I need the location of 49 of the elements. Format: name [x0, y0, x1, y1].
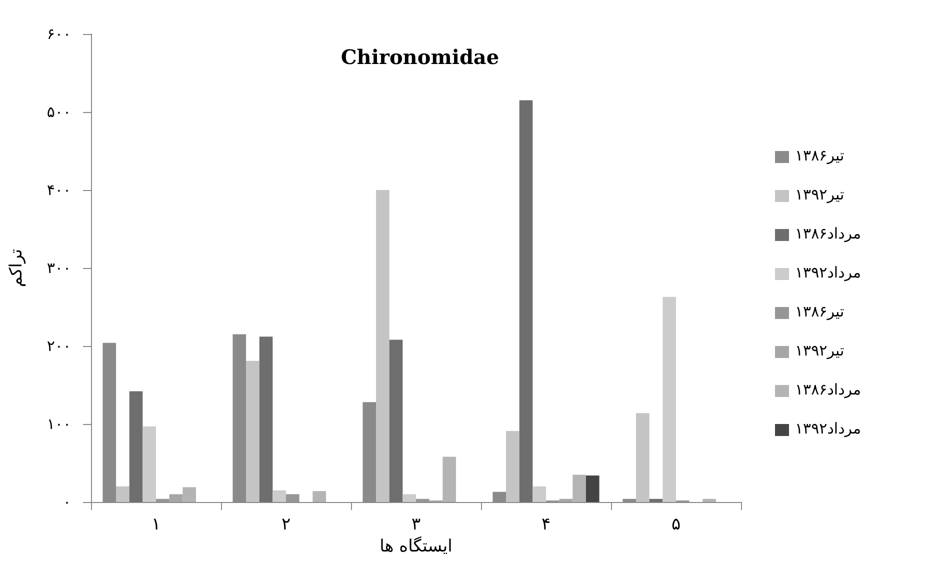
bar [532, 486, 546, 502]
legend-label: تیر۱۳۹۲ [795, 186, 844, 204]
bar [142, 426, 156, 502]
legend-label: مرداد۱۳۹۲ [795, 264, 862, 282]
bar [116, 486, 130, 502]
x-tick-label: ۲ [281, 514, 291, 534]
x-tick-label: ۱ [151, 514, 161, 534]
y-tick-label: ۱۰۰ [46, 415, 71, 433]
bar [662, 296, 676, 502]
legend-label: مرداد۱۳۹۲ [795, 420, 862, 438]
x-tick-label: ۳ [411, 514, 421, 534]
bar [402, 494, 416, 502]
text: Chironomidae [340, 45, 500, 69]
x-tick-label: ۴ [541, 514, 551, 534]
y-tick-label: ۴۰۰ [46, 181, 71, 199]
bar [389, 340, 403, 502]
bar [506, 431, 520, 502]
bar [519, 100, 533, 502]
legend-label: مرداد۱۳۸۶ [795, 380, 862, 398]
x-axis-title: ایستگاه ها [380, 535, 452, 556]
bar [246, 360, 260, 502]
bar [702, 498, 716, 502]
bar [559, 498, 573, 502]
legend-label: مرداد۱۳۸۶ [795, 224, 862, 242]
bar [416, 498, 430, 502]
bar [259, 336, 273, 502]
bar [286, 494, 300, 502]
bar [182, 487, 196, 502]
legend-label: تیر۱۳۸۶ [795, 302, 844, 320]
x-tick-label: ۵ [671, 514, 681, 534]
bar [649, 498, 663, 502]
bar [156, 498, 170, 502]
y-tick-label: ۶۰۰ [46, 25, 71, 43]
bar [586, 475, 600, 502]
y-axis-title: تراکم [6, 248, 26, 288]
bar [312, 491, 326, 502]
legend-label: تیر۱۳۹۲ [795, 342, 844, 360]
bar [376, 190, 390, 502]
bar [572, 474, 586, 502]
bar [442, 456, 456, 502]
y-tick-label: ۵۰۰ [46, 103, 71, 121]
legend-label: تیر۱۳۸۶ [795, 146, 844, 164]
bar [169, 494, 183, 502]
bar [129, 391, 143, 502]
y-tick-label: ۰ [62, 493, 71, 511]
bar [272, 490, 286, 502]
y-tick-label: ۳۰۰ [46, 259, 71, 277]
y-tick-label: ۲۰۰ [46, 337, 71, 355]
bar [636, 413, 650, 502]
